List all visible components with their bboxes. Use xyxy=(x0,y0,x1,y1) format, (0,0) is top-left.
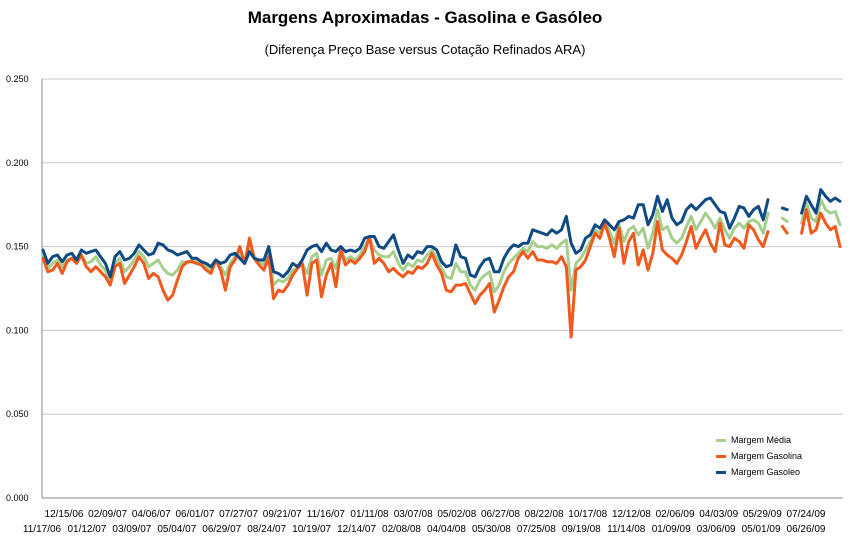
y-tick-label: 0.150 xyxy=(6,242,29,252)
series-lines xyxy=(41,188,842,339)
series-line xyxy=(41,220,770,339)
series-line xyxy=(41,208,770,294)
x-tick-label: 02/06/09 xyxy=(656,509,695,520)
x-tick-label: 06/26/09 xyxy=(787,524,826,535)
legend-swatch xyxy=(716,470,726,474)
series-line xyxy=(41,194,770,279)
series-line xyxy=(800,208,842,249)
x-tick-label: 09/19/08 xyxy=(562,524,601,535)
x-tick-label: 09/21/07 xyxy=(263,509,302,520)
x-tick-label: 04/03/09 xyxy=(699,509,738,520)
y-tick-label: 0.250 xyxy=(6,74,29,84)
series-margem-gasolina xyxy=(41,208,842,339)
series-line xyxy=(780,225,789,235)
gridlines xyxy=(41,78,843,499)
series-margem-m-dia xyxy=(41,198,842,294)
x-tick-label: 12/14/07 xyxy=(337,524,376,535)
x-tick-label: 04/04/08 xyxy=(427,524,466,535)
x-axis-ticks: 12/15/06 02/09/07 04/06/07 06/01/07 07/27/07… xyxy=(23,509,826,535)
legend-item: Margem Gasolina xyxy=(716,448,802,464)
chart-title: Margens Aproximadas - Gasolina e Gasóleo xyxy=(247,8,603,27)
chart-subtitle: (Diferença Preço Base versus Cotação Ref… xyxy=(264,42,586,57)
x-tick-label: 01/12/07 xyxy=(67,524,106,535)
x-tick-label: 05/02/08 xyxy=(437,509,476,520)
x-tick-label: 03/06/09 xyxy=(697,524,736,535)
x-tick-label: 08/22/08 xyxy=(525,509,564,520)
x-tick-label: 06/29/07 xyxy=(202,524,241,535)
y-tick-label: 0.100 xyxy=(6,325,29,335)
legend-label: Margem Gasoleo xyxy=(731,467,801,477)
x-tick-label: 04/06/07 xyxy=(132,509,171,520)
x-tick-label: 05/01/09 xyxy=(742,524,781,535)
x-tick-label: 02/08/08 xyxy=(382,524,421,535)
x-tick-label: 01/11/08 xyxy=(350,509,389,520)
x-tick-label: 01/09/09 xyxy=(652,524,691,535)
y-axis-ticks: 0.000 0.050 0.100 0.150 0.200 0.250 xyxy=(6,74,29,503)
x-tick-label: 02/09/07 xyxy=(88,509,127,520)
x-tick-label: 07/25/08 xyxy=(517,524,556,535)
series-line xyxy=(800,188,842,215)
x-tick-label: 12/15/06 xyxy=(45,509,84,520)
y-tick-label: 0.000 xyxy=(6,493,29,503)
x-tick-label: 06/01/07 xyxy=(175,509,214,520)
x-tick-label: 05/30/08 xyxy=(472,524,511,535)
x-tick-label: 03/07/08 xyxy=(394,509,433,520)
legend-item: Margem Gasoleo xyxy=(716,464,802,480)
series-margem-gasoleo xyxy=(41,188,842,279)
legend-label: Margem Gasolina xyxy=(731,451,803,461)
x-tick-label: 07/27/07 xyxy=(219,509,258,520)
legend-item: Margem Média xyxy=(716,432,802,448)
y-tick-label: 0.200 xyxy=(6,158,29,168)
x-tick-label: 03/09/07 xyxy=(112,524,151,535)
legend-swatch xyxy=(716,454,726,458)
x-tick-label: 05/04/07 xyxy=(157,524,196,535)
x-tick-label: 08/24/07 xyxy=(247,524,286,535)
legend: Margem Média Margem Gasolina Margem Gasole… xyxy=(716,432,802,480)
x-tick-label: 05/29/09 xyxy=(743,509,782,520)
series-line xyxy=(780,206,789,212)
x-tick-label: 11/17/06 xyxy=(23,524,62,535)
x-tick-label: 07/24/09 xyxy=(787,509,826,520)
y-tick-label: 0.050 xyxy=(6,409,29,419)
legend-swatch xyxy=(716,438,726,442)
series-line xyxy=(800,198,842,227)
x-tick-label: 10/17/08 xyxy=(568,509,607,520)
x-tick-label: 11/14/08 xyxy=(607,524,646,535)
x-tick-label: 12/12/08 xyxy=(612,509,651,520)
x-tick-label: 06/27/08 xyxy=(481,509,520,520)
x-tick-label: 10/19/07 xyxy=(292,524,331,535)
x-tick-label: 11/16/07 xyxy=(307,509,346,520)
series-line xyxy=(780,216,789,223)
legend-label: Margem Média xyxy=(731,435,792,445)
